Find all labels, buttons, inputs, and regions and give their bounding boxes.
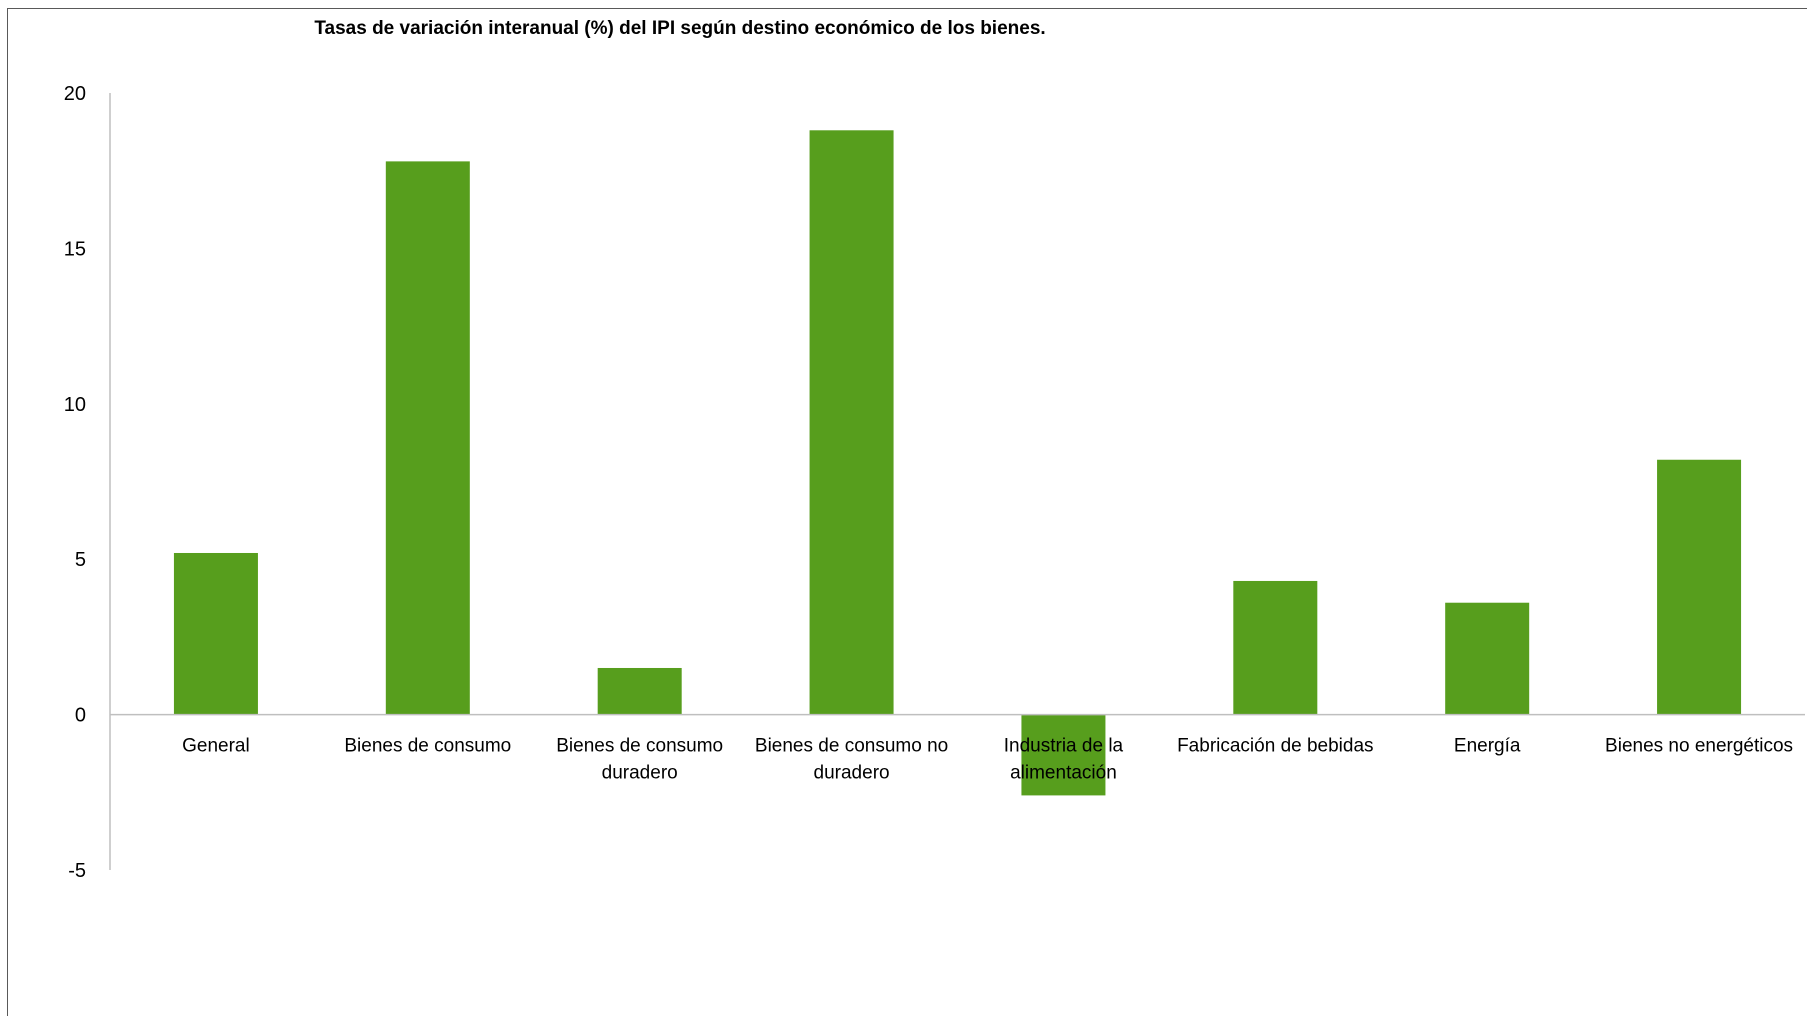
bar — [1657, 459, 1742, 715]
bar — [1233, 580, 1318, 715]
bar — [1021, 714, 1106, 796]
category-label: Fabricación de bebidas — [1177, 736, 1373, 757]
chart-title: Tasas de variación interanual (%) del IP… — [314, 18, 1046, 39]
bar — [173, 552, 258, 715]
bar — [1445, 602, 1530, 715]
y-tick-label: 5 — [75, 549, 86, 571]
bar — [809, 130, 894, 715]
chart-frame — [7, 8, 1807, 1016]
category-label: Industria de la alimentación — [1004, 736, 1124, 784]
y-tick-label: 20 — [64, 83, 86, 105]
bar — [385, 161, 470, 715]
category-label: Bienes de consumo duradero — [556, 736, 723, 784]
category-label: Bienes de consumo no duradero — [755, 736, 948, 784]
y-tick-label: 0 — [75, 705, 86, 727]
category-label: Bienes de consumo — [344, 736, 511, 757]
y-tick-label: 15 — [64, 238, 86, 260]
category-label: General — [182, 736, 250, 757]
bar — [597, 667, 682, 715]
y-tick-label: 10 — [64, 394, 86, 416]
category-label: Energía — [1454, 736, 1521, 757]
y-tick-label: -5 — [68, 860, 86, 882]
category-label: Bienes no energéticos — [1605, 736, 1793, 757]
